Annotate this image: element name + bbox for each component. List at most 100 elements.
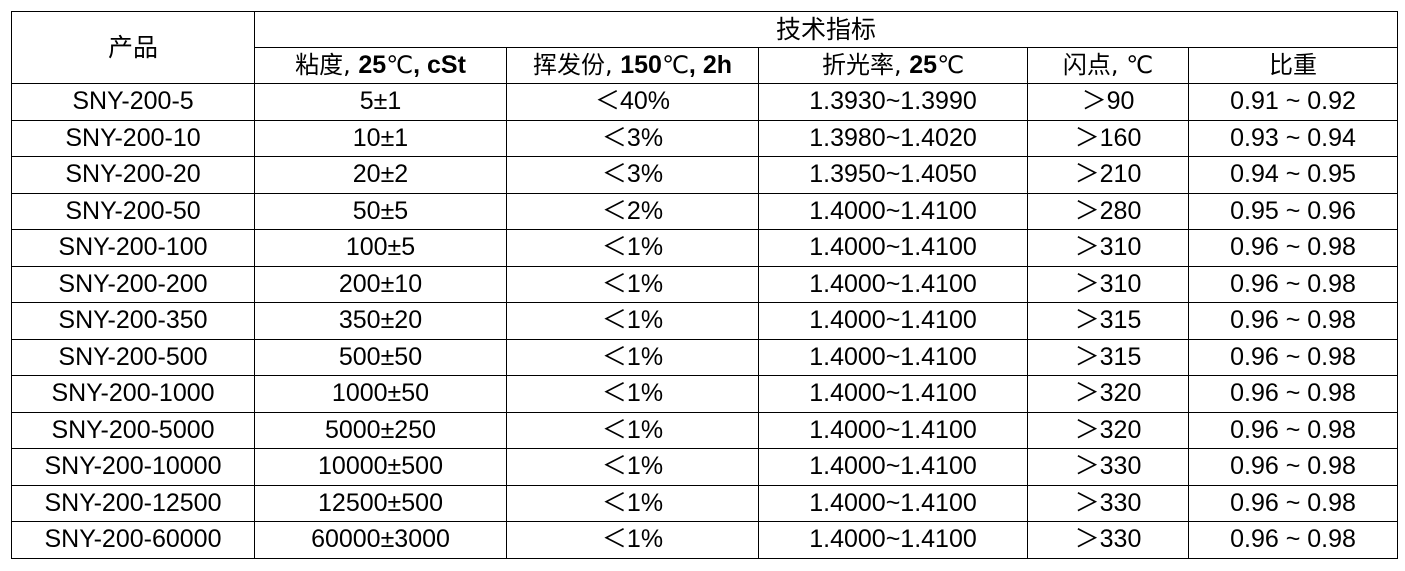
volatile-cell: ＜1%: [506, 338, 759, 376]
column-header-specific-gravity: 比重: [1188, 47, 1398, 84]
flash-point-cell: ＞310: [1027, 265, 1189, 303]
flash-point-cell: ＞310: [1027, 229, 1189, 267]
flash-point-cell: ＞90: [1027, 83, 1189, 121]
column-header-part: 挥发份,: [532, 51, 621, 79]
column-header-part: ℃: [386, 51, 414, 79]
table-row: SNY-200-10 10±1 ＜3% 1.3980~1.4020 ＞160 0.93 ~…: [11, 119, 1398, 157]
refractive-index-cell: 1.4000~1.4100: [758, 484, 1028, 522]
column-header-refractive-index: 折光率, 25℃: [758, 47, 1028, 84]
flash-point-cell: ＞320: [1027, 375, 1189, 413]
specific-gravity-cell: 0.96 ~ 0.98: [1188, 448, 1398, 486]
specific-gravity-cell: 0.96 ~ 0.98: [1188, 375, 1398, 413]
refractive-index-cell: 1.4000~1.4100: [758, 265, 1028, 303]
viscosity-cell: 20±2: [254, 156, 507, 194]
viscosity-cell: 100±5: [254, 229, 507, 267]
specific-gravity-cell: 0.96 ~ 0.98: [1188, 302, 1398, 340]
volatile-cell: ＜1%: [506, 375, 759, 413]
refractive-index-cell: 1.3930~1.3990: [758, 83, 1028, 121]
table-row: SNY-200-50 50±5 ＜2% 1.4000~1.4100 ＞280 0.95 ~…: [11, 192, 1398, 230]
volatile-cell: ＜1%: [506, 411, 759, 449]
column-header-part: 比重: [1269, 51, 1317, 79]
refractive-index-cell: 1.4000~1.4100: [758, 192, 1028, 230]
column-header-part: 粘度,: [295, 51, 359, 79]
refractive-index-cell: 1.4000~1.4100: [758, 411, 1028, 449]
table-row: SNY-200-20 20±2 ＜3% 1.3950~1.4050 ＞210 0.94 ~…: [11, 156, 1398, 194]
table-row: SNY-200-10000 10000±500 ＜1% 1.4000~1.4100 ＞3…: [11, 448, 1398, 486]
product-cell: SNY-200-350: [11, 302, 255, 340]
viscosity-cell: 12500±500: [254, 484, 507, 522]
viscosity-cell: 1000±50: [254, 375, 507, 413]
column-header-part: , cSt: [413, 51, 466, 79]
volatile-cell: ＜2%: [506, 192, 759, 230]
viscosity-cell: 350±20: [254, 302, 507, 340]
header-row-columns: 粘度, 25℃, cSt 挥发份, 150℃, 2h 折光率, 25℃ 闪点, ℃ 比重: [12, 47, 1398, 84]
product-cell: SNY-200-200: [11, 265, 255, 303]
product-cell: SNY-200-10: [11, 119, 255, 157]
refractive-index-cell: 1.4000~1.4100: [758, 302, 1028, 340]
column-header-volatile: 挥发份, 150℃, 2h: [506, 47, 759, 84]
table-row: SNY-200-1000 1000±50 ＜1% 1.4000~1.4100 ＞320 0…: [11, 375, 1398, 413]
refractive-index-cell: 1.3950~1.4050: [758, 156, 1028, 194]
product-cell: SNY-200-10000: [11, 448, 255, 486]
volatile-cell: ＜1%: [506, 521, 759, 559]
column-header-part: 25: [358, 51, 387, 79]
volatile-cell: ＜1%: [506, 302, 759, 340]
column-header-part: , 2h: [688, 51, 732, 79]
table-row: SNY-200-100 100±5 ＜1% 1.4000~1.4100 ＞310 0.96…: [11, 229, 1398, 267]
product-cell: SNY-200-12500: [11, 484, 255, 522]
volatile-cell: ＜1%: [506, 448, 759, 486]
column-header-part: ℃: [1126, 51, 1154, 79]
tech-spec-group-header: 技术指标: [254, 11, 1398, 48]
table-row: SNY-200-350 350±20 ＜1% 1.4000~1.4100 ＞315 0.9…: [11, 302, 1398, 340]
viscosity-cell: 10000±500: [254, 448, 507, 486]
flash-point-cell: ＞280: [1027, 192, 1189, 230]
product-cell: SNY-200-500: [11, 338, 255, 376]
flash-point-cell: ＞330: [1027, 484, 1189, 522]
refractive-index-cell: 1.3980~1.4020: [758, 119, 1028, 157]
specific-gravity-cell: 0.94 ~ 0.95: [1188, 156, 1398, 194]
volatile-cell: ＜3%: [506, 119, 759, 157]
volatile-cell: ＜1%: [506, 229, 759, 267]
column-header-part: ℃: [937, 51, 965, 79]
column-header-part: 25: [909, 51, 938, 79]
flash-point-cell: ＞160: [1027, 119, 1189, 157]
table-row: SNY-200-5000 5000±250 ＜1% 1.4000~1.4100 ＞320…: [11, 411, 1398, 449]
specific-gravity-cell: 0.96 ~ 0.98: [1188, 338, 1398, 376]
specific-gravity-cell: 0.96 ~ 0.98: [1188, 484, 1398, 522]
header-row-group: 产品 技术指标: [11, 11, 1398, 84]
spec-table: 产品 技术指标 粘度, 25℃, cSt 挥发份, 150℃, 2h 折光率, 25…: [11, 11, 1398, 559]
viscosity-cell: 50±5: [254, 192, 507, 230]
specific-gravity-cell: 0.96 ~ 0.98: [1188, 265, 1398, 303]
specific-gravity-cell: 0.96 ~ 0.98: [1188, 521, 1398, 559]
specific-gravity-cell: 0.95 ~ 0.96: [1188, 192, 1398, 230]
column-header-part: ℃: [661, 51, 689, 79]
flash-point-cell: ＞330: [1027, 448, 1189, 486]
flash-point-cell: ＞320: [1027, 411, 1189, 449]
viscosity-cell: 500±50: [254, 338, 507, 376]
column-header-part: 150: [620, 51, 662, 79]
product-cell: SNY-200-5: [11, 83, 255, 121]
flash-point-cell: ＞315: [1027, 302, 1189, 340]
refractive-index-cell: 1.4000~1.4100: [758, 338, 1028, 376]
refractive-index-cell: 1.4000~1.4100: [758, 448, 1028, 486]
table-row: SNY-200-12500 12500±500 ＜1% 1.4000~1.4100 ＞3…: [11, 484, 1398, 522]
volatile-cell: ＜3%: [506, 156, 759, 194]
column-header-flash-point: 闪点, ℃: [1027, 47, 1189, 84]
flash-point-cell: ＞210: [1027, 156, 1189, 194]
viscosity-cell: 10±1: [254, 119, 507, 157]
product-cell: SNY-200-60000: [11, 521, 255, 559]
product-cell: SNY-200-20: [11, 156, 255, 194]
column-header-part: 闪点,: [1062, 51, 1127, 79]
viscosity-cell: 60000±3000: [254, 521, 507, 559]
table-row: SNY-200-60000 60000±3000 ＜1% 1.4000~1.4100 ＞…: [11, 521, 1398, 559]
refractive-index-cell: 1.4000~1.4100: [758, 521, 1028, 559]
volatile-cell: ＜40%: [506, 83, 759, 121]
refractive-index-cell: 1.4000~1.4100: [758, 375, 1028, 413]
volatile-cell: ＜1%: [506, 484, 759, 522]
product-cell: SNY-200-1000: [11, 375, 255, 413]
column-header-part: 折光率,: [821, 51, 910, 79]
column-header-viscosity: 粘度, 25℃, cSt: [254, 47, 507, 84]
viscosity-cell: 5±1: [254, 83, 507, 121]
viscosity-cell: 200±10: [254, 265, 507, 303]
specific-gravity-cell: 0.96 ~ 0.98: [1188, 411, 1398, 449]
